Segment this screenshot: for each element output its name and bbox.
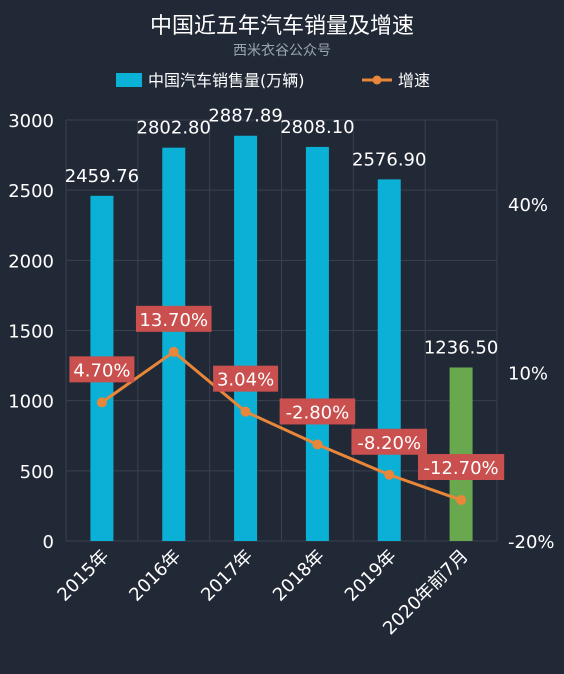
left-tick-label: 500 [20,462,54,483]
growth-point [312,439,323,450]
growth-point [168,346,179,357]
left-tick-label: 1000 [8,392,54,413]
right-tick-label: -20% [508,532,555,553]
bar-value-label: 2459.76 [65,166,139,187]
growth-label-box [69,356,135,383]
legend-bar-label: 中国汽车销售量(万辆) [148,71,305,90]
legend-line-marker [372,75,382,85]
bar [377,179,401,541]
left-y-axis: 0 500 1000 1500 2000 2500 3000 [8,111,54,553]
legend-line-label: 增速 [398,71,430,90]
growth-line [96,346,467,506]
x-tick-label: 2019年 [341,546,401,606]
growth-value-label: -2.80% [286,402,350,423]
growth-point [240,406,251,417]
growth-label-box [417,454,505,481]
growth-label-box [135,305,212,332]
growth-value-label: 3.04% [217,370,274,391]
bar-value-label: 2802.80 [137,118,211,139]
growth-point [456,495,467,506]
growth-value-labels: 4.70% 13.70% 3.04% -2.80% -8.20%-12.70% [69,305,505,481]
bar [305,146,329,541]
x-tick-label: 2015年 [53,546,113,606]
growth-value-label: 13.70% [139,310,208,331]
growth-label-box [279,398,356,425]
x-tick-label: 2018年 [269,546,329,606]
legend-bar-swatch [116,73,142,87]
left-tick-label: 3000 [8,111,54,132]
bar-value-label: 1236.50 [424,337,498,358]
growth-label-box [213,365,279,392]
left-tick-label: 0 [43,532,54,553]
left-tick-label: 1500 [8,322,54,343]
growth-point [384,469,395,480]
right-y-axis: -20% 10% 40% [508,195,555,553]
growth-value-label: 4.70% [73,360,130,381]
x-tick-label: 2016年 [125,546,185,606]
right-tick-label: 10% [508,364,548,385]
growth-value-label: -12.70% [424,458,499,479]
growth-point [96,397,107,408]
growth-label-box [351,428,428,455]
bar [162,147,186,541]
legend: 中国汽车销售量(万辆) 增速 [116,71,430,90]
growth-value-label: -8.20% [357,433,421,454]
chart-title: 中国近五年汽车销量及增速 [150,14,414,39]
bar-value-label: 2887.89 [208,106,282,127]
x-tick-label: 2017年 [197,546,257,606]
left-tick-label: 2500 [8,181,54,202]
bar [234,135,258,541]
growth-polyline [101,349,462,502]
right-tick-label: 40% [508,195,548,216]
chart-subtitle: 西米衣谷公众号 [233,43,331,59]
bar-value-label: 2808.10 [280,117,354,138]
bar-value-label: 2576.90 [352,149,426,170]
left-tick-label: 2000 [8,251,54,272]
